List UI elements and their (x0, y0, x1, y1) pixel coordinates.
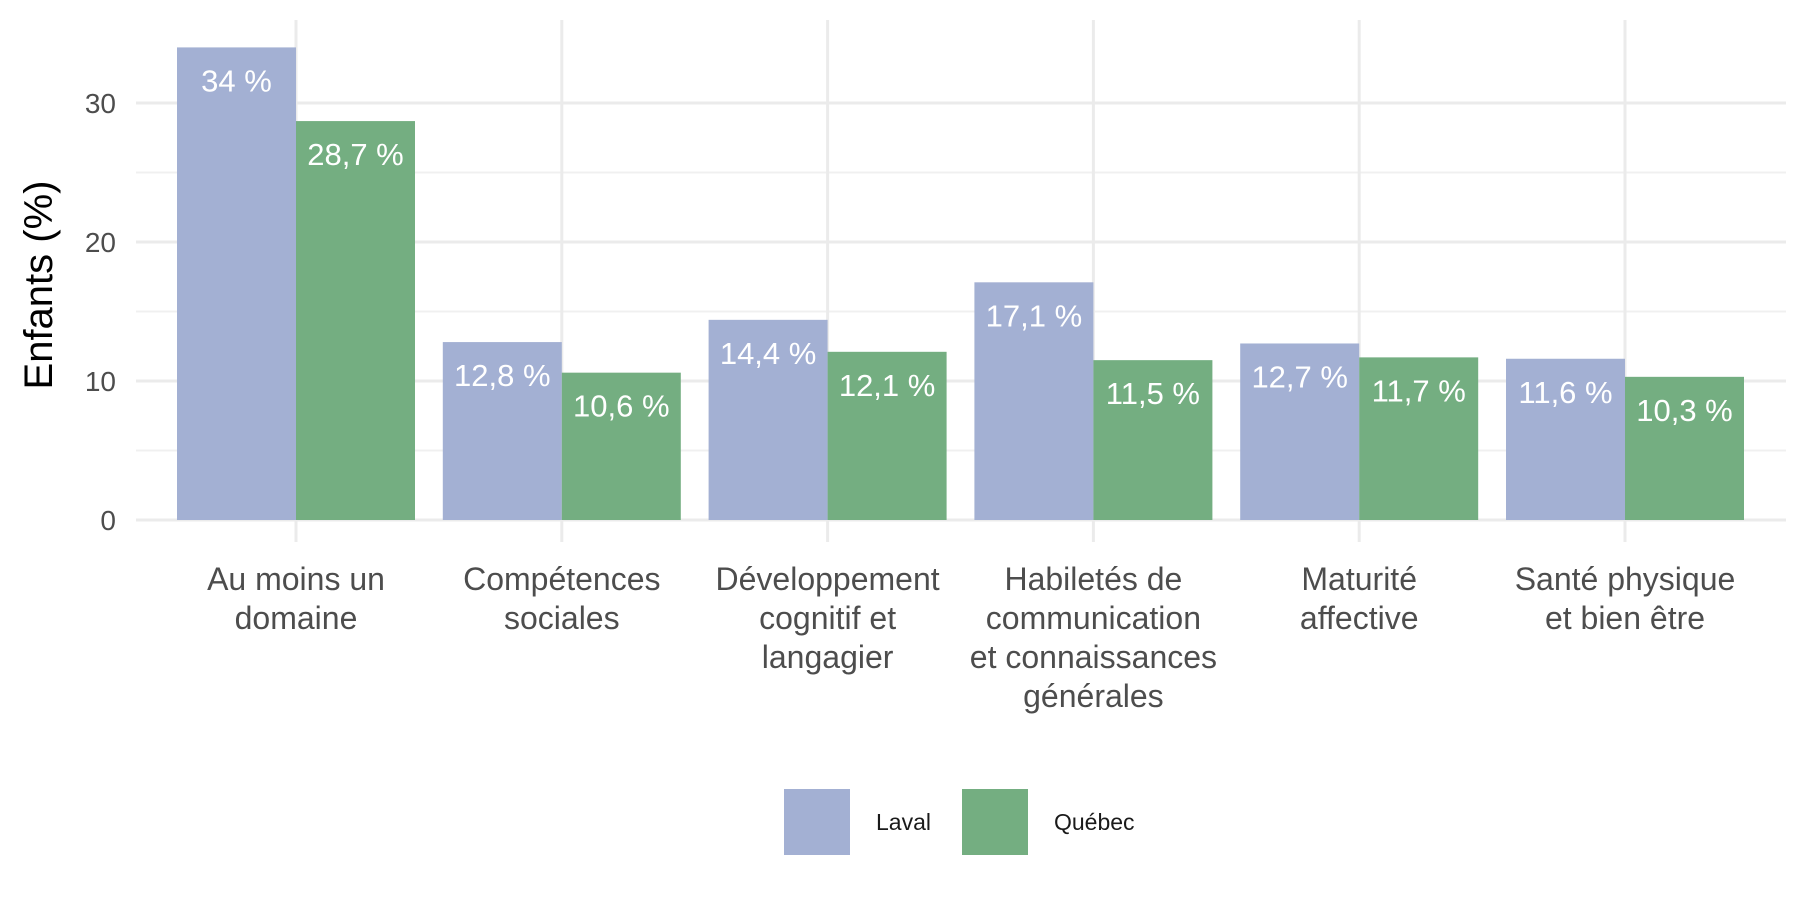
data-label: 12,1 % (839, 368, 936, 403)
legend-swatch (784, 789, 850, 855)
data-label: 10,3 % (1636, 393, 1733, 428)
legend-label: Québec (1054, 809, 1135, 835)
data-label: 11,5 % (1106, 376, 1200, 411)
x-category-label: Développement cognitif et langagier (716, 561, 940, 675)
y-axis-label: Enfants (%) (17, 181, 61, 390)
x-category-label: Habiletés de communication et connaissance… (970, 561, 1217, 714)
data-label: 12,7 % (1251, 359, 1348, 394)
x-category-label: Compétences sociales (463, 561, 660, 636)
bar-laval-0 (177, 47, 296, 521)
legend-swatch (962, 789, 1028, 855)
bar-qubec-0 (296, 121, 415, 520)
data-label: 14,4 % (720, 336, 817, 371)
bar-qubec-3 (1093, 360, 1213, 520)
data-label: 28,7 % (307, 137, 404, 172)
x-category-label: Santé physique et bien être (1515, 561, 1736, 636)
data-label: 12,8 % (454, 358, 551, 393)
bar-qubec-4 (1359, 357, 1479, 520)
y-tick-label: 10 (85, 366, 116, 397)
y-tick-label: 30 (85, 88, 116, 119)
data-label: 11,6 % (1518, 375, 1612, 410)
axis-layer: 0 10 20 30 Au moins un domaine Compétences soci… (85, 88, 1735, 714)
data-label: 17,1 % (986, 298, 1083, 333)
bar-laval-5 (1506, 358, 1625, 520)
data-label: 11,7 % (1372, 373, 1466, 408)
bar-laval-1 (442, 342, 562, 520)
bar-qubec-5 (1625, 376, 1744, 520)
y-tick-label: 20 (85, 227, 116, 258)
data-label: 34 % (201, 63, 272, 98)
bar-laval-4 (1240, 343, 1360, 520)
bar-laval-3 (974, 282, 1094, 520)
legend-label: Laval (876, 809, 931, 835)
y-tick-label: 0 (100, 505, 116, 536)
bar-qubec-2 (827, 351, 947, 520)
x-category-label: Maturité affective (1300, 561, 1419, 636)
bars-layer (177, 47, 1744, 521)
legend: Laval Québec (784, 789, 1135, 855)
data-label: 10,6 % (573, 389, 670, 424)
data-labels-layer: 34 % 12,8 % 14,4 % 17,1 % 12,7 % 11,6 % 28,7 %… (201, 63, 1733, 427)
bar-laval-2 (708, 319, 828, 520)
bar-qubec-1 (561, 372, 681, 520)
x-category-label: Au moins un domaine (207, 561, 385, 636)
